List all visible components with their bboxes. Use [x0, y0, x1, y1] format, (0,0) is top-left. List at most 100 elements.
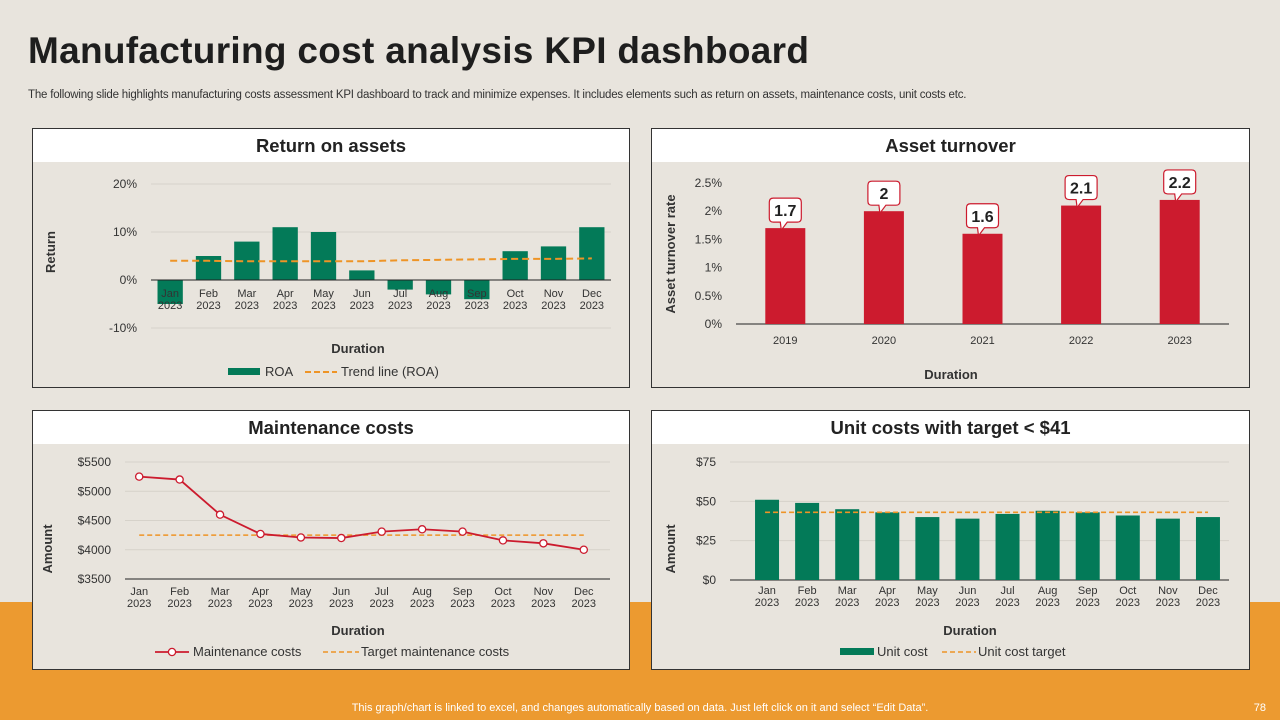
roa-x-label-line: Jun: [353, 288, 371, 300]
at-x-label: 2020: [872, 335, 896, 347]
uc-bar: [915, 517, 940, 580]
roa-bar: [540, 246, 567, 280]
at-ytick-label: 0.5%: [695, 289, 723, 303]
uc-x-label-line: Feb: [798, 585, 817, 597]
mc-x-label-line: Jul: [375, 586, 389, 598]
uc-x-label: Jun 2023: [955, 585, 979, 609]
uc-x-label-line: 2023: [875, 597, 899, 609]
uc-x-label-line: Jul: [1001, 585, 1015, 597]
roa-x-label-line: 2023: [158, 300, 182, 312]
roa-bar: [502, 251, 528, 280]
mc-x-label: May 2023: [289, 586, 313, 610]
roa-ytick-label: 0%: [120, 273, 138, 287]
mc-x-label-line: Aug: [412, 586, 432, 598]
mc-x-label: Sep 2023: [450, 586, 474, 610]
mc-x-label: Apr 2023: [248, 586, 272, 610]
roa-panel: Return on assets -10% 0% 10% 20% Jan 2023 Feb 2…: [32, 128, 630, 388]
roa-x-label-line: Feb: [199, 288, 218, 300]
mc-x-label-line: 2023: [410, 598, 434, 610]
mc-x-label: Aug 2023: [410, 586, 434, 610]
roa-title: Return on assets: [33, 129, 629, 162]
mc-x-label: Feb 2023: [167, 586, 191, 610]
mc-x-label-line: 2023: [491, 598, 515, 610]
roa-x-label-line: 2023: [311, 300, 335, 312]
mc-x-label: Nov 2023: [531, 586, 555, 610]
roa-x-label: Jan 2023: [158, 288, 182, 312]
mc-x-label-line: 2023: [329, 598, 353, 610]
mc-x-label: Jan 2023: [127, 586, 151, 610]
unit-costs-title: Unit costs with target < $41: [652, 411, 1249, 444]
roa-x-label-line: 2023: [426, 300, 450, 312]
mc-x-label-line: 2023: [289, 598, 313, 610]
uc-bar: [835, 509, 860, 580]
mc-point: [458, 527, 467, 536]
roa-legend-trend-label: Trend line (ROA): [341, 364, 439, 379]
mc-point: [215, 510, 225, 519]
uc-ytick-label: $50: [696, 494, 716, 508]
at-bar: [962, 233, 1003, 324]
roa-x-label: Oct 2023: [503, 288, 527, 312]
roa-bar: [157, 280, 183, 304]
roa-legend-swatch: [228, 368, 260, 375]
roa-x-label-line: 2023: [541, 300, 565, 312]
at-data-label: 2: [879, 186, 888, 203]
uc-legend-swatch: [840, 648, 874, 655]
roa-ytick-label: 10%: [113, 225, 137, 239]
mc-point: [296, 533, 306, 542]
uc-legend-label: Unit cost: [877, 644, 928, 659]
at-bar: [1061, 205, 1102, 324]
mc-x-label-line: 2023: [127, 598, 151, 610]
at-x-label: 2023: [1167, 335, 1191, 347]
uc-x-label-line: Apr: [879, 585, 896, 597]
mc-x-label-line: Mar: [211, 586, 230, 598]
roa-x-label-line: Oct: [507, 288, 524, 300]
mc-x-label-line: Oct: [494, 586, 511, 598]
roa-x-label-line: 2023: [350, 300, 374, 312]
uc-bar: [1195, 517, 1220, 580]
mc-x-label-line: Nov: [534, 586, 554, 598]
mc-ytick-label: $3500: [78, 572, 112, 586]
at-ytick-label: 1%: [705, 261, 723, 275]
mc-point: [539, 539, 548, 548]
unit-costs-panel: Unit costs with target < $41 $0 $25 $50 $75…: [651, 410, 1250, 670]
uc-x-label-line: Nov: [1158, 585, 1178, 597]
mc-point: [579, 545, 589, 554]
at-data-label: 1.7: [774, 203, 796, 220]
roa-bar: [195, 256, 222, 280]
mc-x-label-line: 2023: [248, 598, 272, 610]
at-bar: [765, 228, 806, 324]
roa-x-label: May 2023: [311, 288, 335, 312]
mc-x-label: Jun 2023: [329, 586, 353, 610]
asset-turnover-title: Asset turnover: [652, 129, 1249, 162]
uc-x-label: Feb 2023: [795, 585, 819, 609]
uc-xlabel: Duration: [943, 623, 997, 638]
at-callout: [1064, 174, 1098, 210]
at-bar: [1159, 199, 1200, 324]
page-subtitle: The following slide highlights manufactu…: [28, 89, 967, 101]
roa-x-label-line: Nov: [544, 288, 564, 300]
uc-bar: [1035, 510, 1060, 580]
roa-x-label: Aug 2023: [426, 288, 450, 312]
mc-x-label: Oct 2023: [491, 586, 515, 610]
roa-bar: [425, 280, 452, 295]
uc-x-label-line: Oct: [1119, 585, 1136, 597]
uc-bar: [795, 502, 820, 580]
uc-x-label: Jan 2023: [755, 585, 779, 609]
mc-x-label: Jul 2023: [369, 586, 393, 610]
at-x-label: 2021: [970, 335, 994, 347]
mc-x-label: Mar 2023: [208, 586, 232, 610]
mc-line: [139, 475, 584, 551]
uc-bar: [1155, 518, 1180, 580]
uc-x-label-line: Sep: [1078, 585, 1098, 597]
uc-x-label: Sep 2023: [1075, 585, 1099, 609]
uc-x-label-line: 2023: [1116, 597, 1140, 609]
uc-x-label: Aug 2023: [1035, 585, 1059, 609]
asset-turnover-chart[interactable]: 0% 0.5% 1% 1.5% 2% 2.5% 1.7 2 1.6 2.1 2.2 2019 2020 2…: [652, 129, 1251, 389]
roa-bar: [310, 232, 337, 280]
roa-x-label: Sep 2023: [465, 288, 489, 312]
roa-x-label-line: Sep: [467, 288, 487, 300]
uc-bar: [1075, 512, 1100, 580]
